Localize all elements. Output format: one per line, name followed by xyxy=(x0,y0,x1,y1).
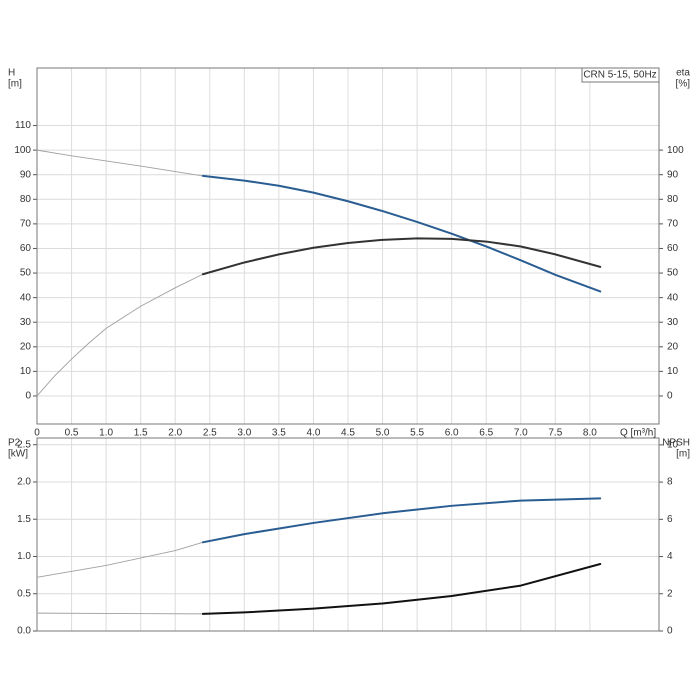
y2-tick-label: 30 xyxy=(667,317,679,328)
y2-axis-unit: [m] xyxy=(676,449,690,460)
y-tick-label: 70 xyxy=(20,219,32,230)
y2-axis-label: eta xyxy=(676,68,690,79)
x-tick-label: 3.0 xyxy=(237,428,251,439)
y2-tick-label: 60 xyxy=(667,243,679,254)
y2-tick-label: 50 xyxy=(667,268,679,279)
y2-tick-label: 6 xyxy=(667,514,673,525)
annotation: CRN 5-15, 50Hz xyxy=(583,70,656,81)
y-tick-label: 0 xyxy=(25,391,31,402)
x-tick-label: 8.0 xyxy=(583,428,597,439)
x-tick-label: 4.0 xyxy=(306,428,320,439)
y2-tick-label: 40 xyxy=(667,292,679,303)
x-tick-label: 0.5 xyxy=(65,428,79,439)
y-axis-label: H xyxy=(8,68,15,79)
x-tick-label: 0 xyxy=(34,428,40,439)
y-axis-unit: [m] xyxy=(8,79,22,90)
y-tick-label: 2.5 xyxy=(17,439,31,450)
y-tick-label: 110 xyxy=(15,120,31,131)
y2-tick-label: 0 xyxy=(667,626,673,637)
x-tick-label: 1.5 xyxy=(134,428,148,439)
plot-frame xyxy=(36,437,660,632)
annotation-box xyxy=(581,67,660,83)
y2-axis-label: NPSH xyxy=(662,438,690,449)
y2-tick-label: 20 xyxy=(667,341,679,352)
x-tick-label: 3.5 xyxy=(272,428,286,439)
y-tick-label: 60 xyxy=(20,243,32,254)
y-tick-label: 50 xyxy=(20,268,32,279)
curve xyxy=(201,237,602,276)
y-tick-label: 1.5 xyxy=(17,514,31,525)
curve xyxy=(36,541,204,578)
y2-tick-label: 90 xyxy=(667,169,679,180)
y-tick-label: 40 xyxy=(20,292,32,303)
y2-tick-label: 2 xyxy=(667,588,673,599)
y2-axis-unit: [%] xyxy=(676,79,691,90)
x-tick-label: 6.0 xyxy=(445,428,459,439)
y-tick-label: 0.5 xyxy=(17,588,31,599)
y2-tick-label: 100 xyxy=(667,145,684,156)
y-tick-label: 0.0 xyxy=(17,626,31,637)
y-tick-label: 2.0 xyxy=(17,477,31,488)
curve xyxy=(201,497,602,544)
curve xyxy=(36,149,204,177)
y-tick-label: 1.0 xyxy=(17,551,31,562)
plot-frame xyxy=(36,67,660,425)
curve xyxy=(36,612,204,615)
y2-tick-label: 10 xyxy=(667,366,679,377)
curve xyxy=(201,563,602,615)
y-tick-label: 90 xyxy=(20,169,32,180)
x-tick-label: 1.0 xyxy=(99,428,113,439)
y-axis-label: P2 xyxy=(8,438,21,449)
x-tick-label: 5.0 xyxy=(376,428,390,439)
y2-tick-label: 10 xyxy=(667,440,679,451)
x-axis-label: Q [m³/h] xyxy=(620,428,656,439)
x-tick-label: 2.0 xyxy=(168,428,182,439)
y2-tick-label: 4 xyxy=(667,551,673,562)
curve xyxy=(36,273,204,397)
x-tick-label: 2.5 xyxy=(203,428,217,439)
x-tick-label: 7.0 xyxy=(514,428,528,439)
y2-tick-label: 8 xyxy=(667,477,673,488)
y2-tick-label: 0 xyxy=(667,391,673,402)
x-tick-label: 7.5 xyxy=(548,428,562,439)
curve xyxy=(201,174,602,293)
y-axis-unit: [kW] xyxy=(8,449,28,460)
y-tick-label: 100 xyxy=(14,145,31,156)
y-tick-label: 20 xyxy=(20,341,32,352)
x-tick-label: 6.5 xyxy=(479,428,493,439)
y-tick-label: 30 xyxy=(20,317,32,328)
y2-tick-label: 80 xyxy=(667,194,679,205)
y2-tick-label: 70 xyxy=(667,219,679,230)
x-tick-label: 4.5 xyxy=(341,428,355,439)
y-tick-label: 80 xyxy=(20,194,32,205)
x-tick-label: 5.5 xyxy=(410,428,424,439)
y-tick-label: 10 xyxy=(20,366,32,377)
